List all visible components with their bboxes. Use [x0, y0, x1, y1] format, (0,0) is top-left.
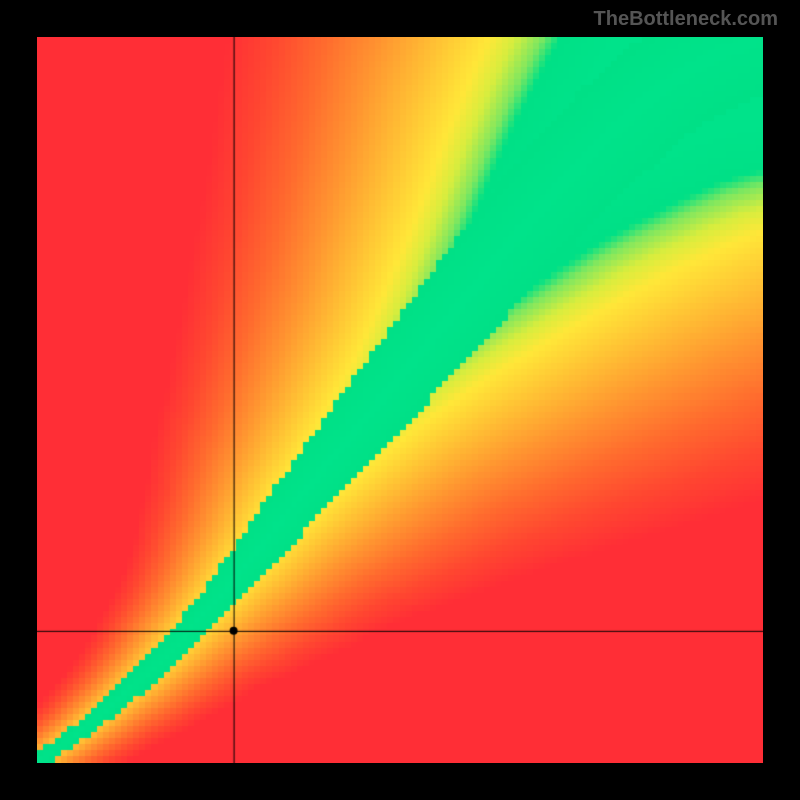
- heatmap-chart: [37, 37, 763, 763]
- watermark-text: TheBottleneck.com: [594, 8, 778, 31]
